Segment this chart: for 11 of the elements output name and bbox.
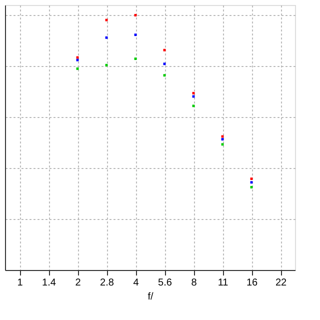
x-axis-title: f/ xyxy=(148,292,154,302)
x-tick-label: 8 xyxy=(191,278,198,288)
x-tick-label: 4 xyxy=(133,278,140,288)
x-tick-label: 16 xyxy=(246,278,258,288)
x-tick-label: 5.6 xyxy=(158,278,172,288)
x-tick-label: 2.8 xyxy=(100,278,114,288)
x-tick-label: 2 xyxy=(75,278,82,288)
x-tick-label: 1 xyxy=(17,278,24,288)
x-tick-label: 11 xyxy=(218,278,229,288)
x-tick-label: 1.4 xyxy=(42,278,56,288)
x-tick-label: 22 xyxy=(275,278,287,288)
